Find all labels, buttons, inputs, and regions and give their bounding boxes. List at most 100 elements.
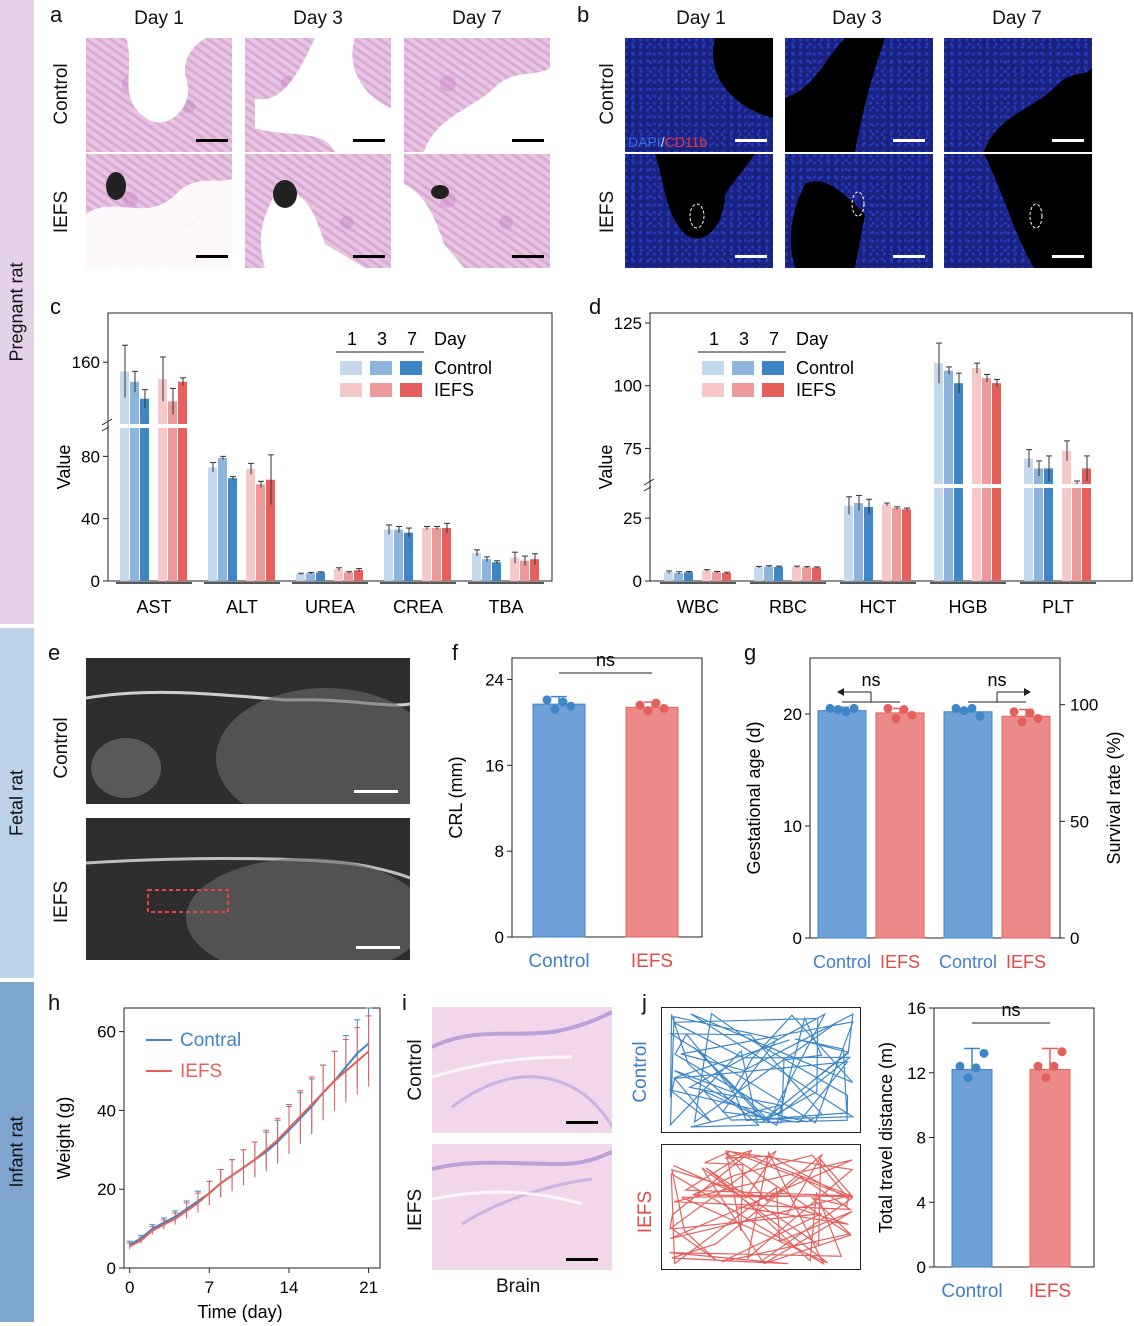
data-point xyxy=(1009,707,1019,717)
y-axis-label-right: Survival rate (%) xyxy=(1104,731,1124,864)
bar xyxy=(764,566,773,581)
bar xyxy=(306,573,315,581)
data-point xyxy=(883,703,893,713)
ultrasound-image-control xyxy=(86,658,410,804)
y-axis-label: Gestational age (d) xyxy=(744,721,764,874)
y-tick-label-right: 0 xyxy=(1070,929,1079,948)
panel-label-a: a xyxy=(50,2,63,27)
bar xyxy=(520,560,529,581)
bar xyxy=(902,509,911,581)
legend-swatch-iefs xyxy=(370,383,392,397)
series-line xyxy=(129,1042,370,1246)
data-point xyxy=(635,700,645,710)
x-axis-label: Time (day) xyxy=(197,1302,282,1322)
x-tick-label: HGB xyxy=(948,597,987,617)
bar xyxy=(530,559,539,581)
y-tick-label: 125 xyxy=(614,314,642,333)
data-point xyxy=(643,706,653,716)
bar xyxy=(944,370,953,581)
y-tick-label: 20 xyxy=(97,1180,116,1199)
panel-e-row-control: Control xyxy=(51,717,72,779)
chart-g: 0 10 20 0 50 100 Gestational age (d) Survival r… xyxy=(744,657,1124,972)
he-image-control-day7 xyxy=(404,38,550,152)
bar xyxy=(384,529,393,581)
data-point xyxy=(975,711,985,721)
y-tick-label: 20 xyxy=(783,705,802,724)
bar xyxy=(482,559,491,581)
series-line xyxy=(129,1050,370,1248)
data-point xyxy=(558,697,568,707)
y-tick-label: 12 xyxy=(907,1064,926,1083)
panel-label-j: j xyxy=(642,990,647,1015)
he-image-iefs-day1 xyxy=(86,154,232,268)
x-tick-label: AST xyxy=(136,597,171,617)
legend-swatch-iefs xyxy=(762,383,784,397)
panel-a-col-day3: Day 3 xyxy=(293,8,343,29)
data-point xyxy=(959,706,969,716)
chart-j: 0 4 8 12 16 Total travel distance (m) Control I… xyxy=(876,999,1095,1302)
stain-cd11b: CD11b xyxy=(664,134,708,150)
he-image-control-day1 xyxy=(86,38,232,152)
panel-b-col-day7: Day 7 xyxy=(992,8,1042,29)
y-tick-label: 8 xyxy=(495,842,504,861)
plot-frame xyxy=(809,657,1061,939)
bar xyxy=(1029,1069,1071,1268)
data-point xyxy=(955,1061,965,1071)
y-tick-label: 75 xyxy=(623,439,642,458)
x-tick-label: Control xyxy=(813,952,871,972)
bar xyxy=(702,570,711,581)
bar xyxy=(354,570,363,581)
data-point xyxy=(1033,713,1043,723)
brain-image-iefs xyxy=(432,1144,612,1270)
panel-b-col-day1: Day 1 xyxy=(676,8,726,29)
bar xyxy=(792,566,801,581)
bar xyxy=(1082,468,1091,581)
legend-day: 1 xyxy=(709,329,719,349)
bar xyxy=(394,529,403,581)
data-point xyxy=(1057,1047,1067,1057)
bar xyxy=(246,468,255,581)
y-tick-label: 0 xyxy=(495,928,504,947)
bar xyxy=(774,566,783,581)
data-point xyxy=(963,1073,973,1083)
bar xyxy=(875,712,925,939)
panel-label-f: f xyxy=(452,640,459,665)
x-tick-label: IEFS xyxy=(631,951,673,972)
bar xyxy=(1072,483,1081,581)
x-tick-label: IEFS xyxy=(1006,952,1046,972)
bar xyxy=(510,557,519,581)
legend-control-label: Control xyxy=(434,358,492,378)
bar xyxy=(982,378,991,581)
plot-frame xyxy=(107,312,553,582)
panel-i-caption: Brain xyxy=(496,1276,541,1297)
data-point xyxy=(651,698,661,708)
bar xyxy=(1034,468,1043,581)
data-point xyxy=(971,1063,981,1073)
he-image-iefs-day3 xyxy=(245,154,391,268)
y-tick-label: 16 xyxy=(485,756,504,775)
section-label-infant: Infant rat xyxy=(6,1116,27,1188)
legend-day: 3 xyxy=(739,329,749,349)
panel-i-row-control: Control xyxy=(405,1039,426,1101)
if-image-control-day3 xyxy=(785,38,933,152)
legend-swatch-control xyxy=(762,361,784,375)
plot-frame xyxy=(123,1007,381,1269)
legend-swatch-control xyxy=(370,361,392,375)
legend-swatch-control xyxy=(732,361,754,375)
x-tick-label: ALT xyxy=(226,597,258,617)
panel-j-row-control: Control xyxy=(630,1041,651,1103)
panel-b-row-control: Control xyxy=(597,63,618,125)
legend-swatch-control xyxy=(340,361,362,375)
legend-control-label: Control xyxy=(796,358,854,378)
stain-dapi: DAPI xyxy=(628,134,661,150)
y-tick-label: 0 xyxy=(917,1258,926,1277)
data-point xyxy=(891,713,901,723)
section-label-fetal: Fetal rat xyxy=(6,769,27,837)
movement-track xyxy=(668,1012,855,1128)
y-tick-label: 10 xyxy=(783,817,802,836)
track-plot-control xyxy=(661,1007,861,1133)
panel-label-g: g xyxy=(744,640,757,665)
bar xyxy=(404,532,413,581)
panel-a-row-control: Control xyxy=(51,63,72,125)
if-image-control-day1: DAPI/CD11b xyxy=(625,38,773,152)
